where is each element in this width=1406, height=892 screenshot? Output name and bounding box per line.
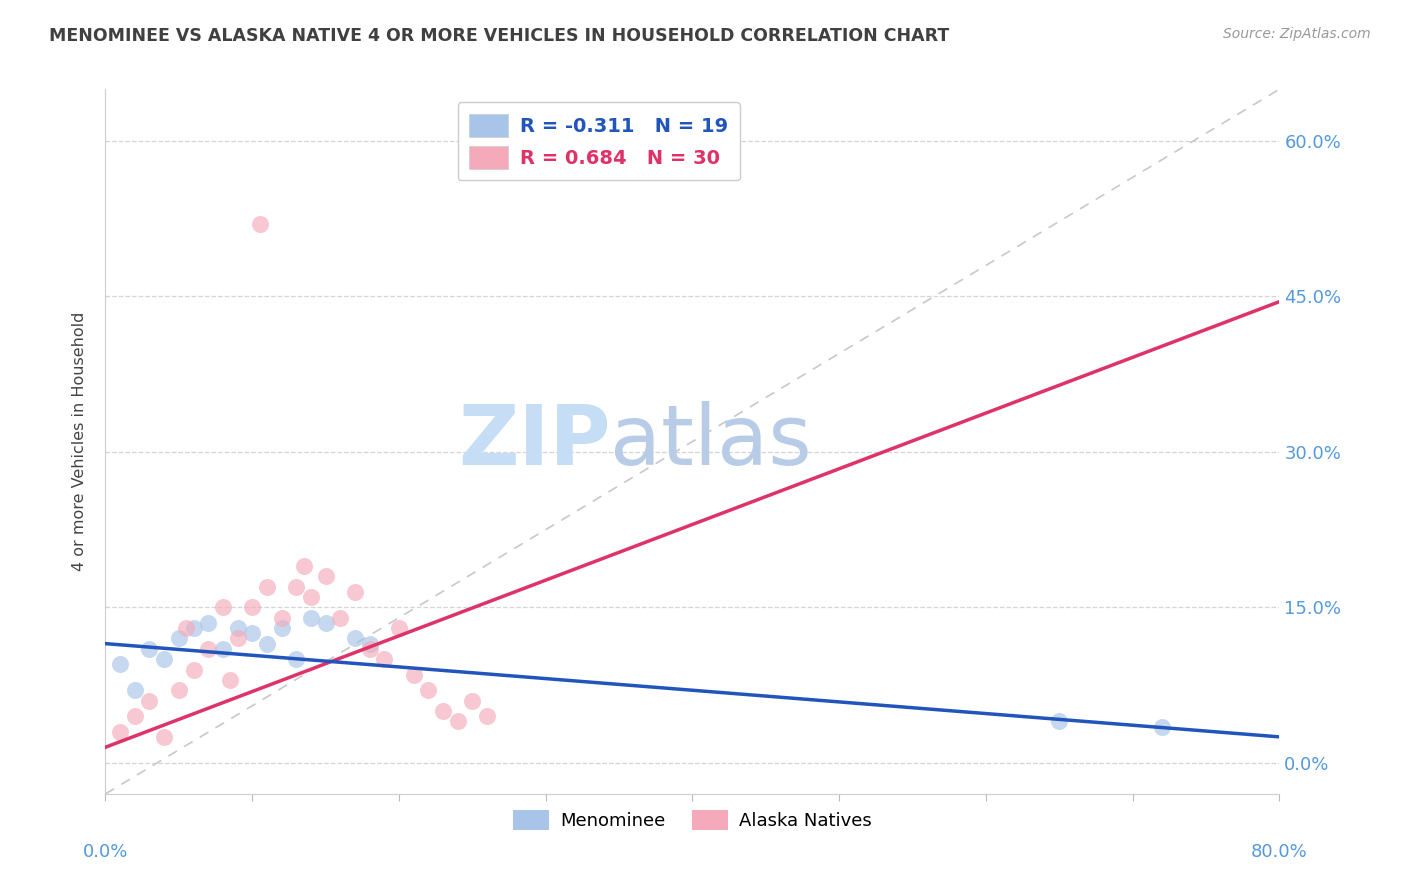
Point: [138, 693, 160, 707]
Point: [285, 580, 308, 594]
Point: [256, 637, 278, 651]
Point: [299, 611, 322, 625]
Text: atlas: atlas: [610, 401, 813, 482]
Point: [343, 584, 366, 599]
Point: [461, 693, 484, 707]
Point: [359, 641, 381, 656]
Text: 0.0%: 0.0%: [83, 843, 128, 861]
Point: [167, 632, 190, 646]
Point: [174, 621, 197, 635]
Point: [226, 621, 249, 635]
Point: [418, 683, 440, 698]
Legend: Menominee, Alaska Natives: Menominee, Alaska Natives: [506, 803, 879, 838]
Text: 80.0%: 80.0%: [1251, 843, 1308, 861]
Text: MENOMINEE VS ALASKA NATIVE 4 OR MORE VEHICLES IN HOUSEHOLD CORRELATION CHART: MENOMINEE VS ALASKA NATIVE 4 OR MORE VEH…: [49, 27, 949, 45]
Point: [270, 621, 292, 635]
Point: [153, 652, 176, 666]
Point: [183, 621, 205, 635]
Point: [211, 641, 233, 656]
Point: [299, 590, 322, 604]
Point: [240, 600, 263, 615]
Text: ZIP: ZIP: [458, 401, 610, 482]
Point: [153, 730, 176, 744]
Point: [226, 632, 249, 646]
Point: [292, 558, 315, 573]
Point: [249, 217, 271, 231]
Point: [124, 709, 146, 723]
Point: [1152, 719, 1174, 733]
Point: [256, 580, 278, 594]
Point: [315, 615, 337, 630]
Point: [475, 709, 498, 723]
Point: [138, 641, 160, 656]
Point: [432, 704, 454, 718]
Point: [211, 600, 233, 615]
Point: [315, 569, 337, 583]
Point: [108, 657, 131, 672]
Point: [359, 637, 381, 651]
Point: [197, 615, 219, 630]
Text: Source: ZipAtlas.com: Source: ZipAtlas.com: [1223, 27, 1371, 41]
Point: [388, 621, 411, 635]
Point: [219, 673, 242, 687]
Point: [373, 652, 395, 666]
Point: [183, 663, 205, 677]
Point: [124, 683, 146, 698]
Point: [167, 683, 190, 698]
Y-axis label: 4 or more Vehicles in Household: 4 or more Vehicles in Household: [72, 312, 87, 571]
Point: [329, 611, 352, 625]
Point: [402, 667, 425, 681]
Point: [285, 652, 308, 666]
Point: [270, 611, 292, 625]
Point: [1047, 714, 1070, 729]
Point: [108, 724, 131, 739]
Point: [197, 641, 219, 656]
Point: [343, 632, 366, 646]
Point: [240, 626, 263, 640]
Point: [447, 714, 470, 729]
